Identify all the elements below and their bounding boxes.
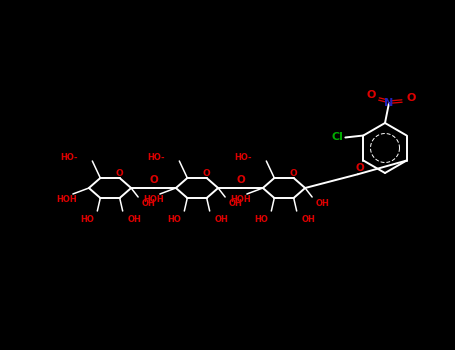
Text: HO: HO xyxy=(81,216,94,224)
Text: HO-: HO- xyxy=(235,154,253,162)
Text: OH: OH xyxy=(228,198,242,208)
Text: OH: OH xyxy=(302,216,316,224)
Text: O: O xyxy=(203,169,211,178)
Text: O: O xyxy=(406,93,416,103)
Text: HOH: HOH xyxy=(143,195,164,203)
Text: HO: HO xyxy=(167,216,181,224)
Text: O: O xyxy=(149,175,158,185)
Text: HOH: HOH xyxy=(56,195,77,203)
Text: O: O xyxy=(355,163,364,173)
Text: HO: HO xyxy=(254,216,268,224)
Text: O: O xyxy=(290,169,298,178)
Text: O: O xyxy=(116,169,124,178)
Text: OH: OH xyxy=(215,216,228,224)
Text: Cl: Cl xyxy=(331,133,343,142)
Text: N: N xyxy=(384,98,394,108)
Text: HO-: HO- xyxy=(148,154,165,162)
Text: HOH: HOH xyxy=(231,195,251,203)
Text: HO-: HO- xyxy=(61,154,78,162)
Text: OH: OH xyxy=(128,216,142,224)
Text: OH: OH xyxy=(141,198,155,208)
Text: OH: OH xyxy=(315,198,329,208)
Text: O: O xyxy=(236,175,245,185)
Text: O: O xyxy=(366,90,376,100)
